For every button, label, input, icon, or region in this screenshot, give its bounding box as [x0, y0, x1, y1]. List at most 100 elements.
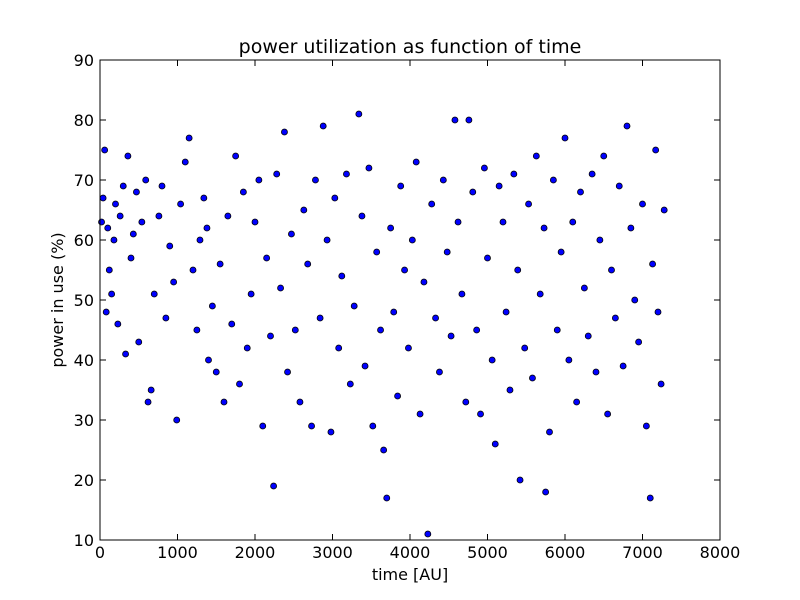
data-point [98, 218, 105, 226]
data-point [525, 200, 532, 208]
data-point [263, 254, 271, 262]
data-point [350, 302, 358, 310]
data-point [319, 122, 327, 130]
data-point [506, 386, 514, 394]
data-point [273, 170, 281, 178]
data-point [144, 398, 152, 406]
x-axis-label: time [AU] [372, 565, 448, 584]
data-point [660, 206, 668, 214]
data-point [185, 134, 193, 142]
data-point [331, 194, 339, 202]
data-point [365, 164, 373, 172]
data-point [557, 248, 565, 256]
data-point [401, 266, 408, 274]
data-point [592, 368, 600, 376]
data-point [110, 236, 118, 244]
data-point [380, 446, 388, 454]
x-tick-label: 6000 [545, 543, 586, 562]
data-point [162, 314, 170, 322]
data-point [155, 212, 163, 220]
data-point [502, 308, 510, 316]
data-point [369, 422, 377, 430]
data-point [101, 146, 109, 154]
data-point [532, 152, 540, 160]
data-point [428, 200, 436, 208]
data-point [104, 224, 112, 232]
data-point [220, 398, 228, 406]
data-point [420, 278, 428, 286]
data-point [529, 374, 536, 382]
x-tick-label: 2000 [235, 543, 276, 562]
data-point [635, 338, 643, 346]
data-point [323, 236, 331, 244]
data-point [623, 122, 631, 130]
data-point [397, 182, 405, 190]
y-tick-label: 30 [74, 411, 94, 430]
data-point [521, 344, 529, 352]
data-point [267, 332, 274, 340]
x-tick-label: 8000 [700, 543, 741, 562]
x-tick-label: 7000 [622, 543, 663, 562]
data-point [196, 236, 204, 244]
data-point [228, 320, 236, 328]
data-point [510, 170, 518, 178]
x-tick-label: 4000 [390, 543, 431, 562]
data-point [138, 218, 146, 226]
data-point [205, 356, 212, 364]
y-tick-label: 20 [74, 471, 94, 490]
data-point [150, 290, 158, 298]
data-point [203, 224, 211, 232]
data-point [236, 380, 243, 388]
data-point [114, 320, 122, 328]
data-point [627, 224, 635, 232]
data-point [173, 416, 181, 424]
data-point [112, 200, 119, 208]
data-point [611, 314, 619, 322]
data-point [338, 272, 346, 280]
data-point [477, 410, 484, 418]
data-point [129, 230, 137, 238]
data-point [473, 326, 481, 334]
data-point [224, 212, 232, 220]
x-tick-label: 3000 [312, 543, 353, 562]
ticks-layer: 0 1000 2000 3000 4000 5000 6000 7000 8000 10 20 30 4… [74, 51, 741, 562]
data-point [251, 218, 259, 226]
data-point [212, 368, 220, 376]
data-point [383, 494, 391, 502]
data-point [596, 236, 604, 244]
data-point [170, 278, 178, 286]
chart-title: power utilization as function of time [239, 36, 582, 58]
data-point [166, 242, 174, 250]
data-point [102, 308, 110, 316]
data-point [580, 284, 588, 292]
data-point [284, 368, 291, 376]
data-point [491, 440, 499, 448]
data-point [335, 344, 343, 352]
data-point [657, 380, 665, 388]
y-tick-label: 80 [74, 111, 94, 130]
data-point [377, 326, 384, 334]
data-point [565, 356, 573, 364]
data-point [604, 410, 612, 418]
y-tick-label: 50 [74, 291, 94, 310]
data-point [608, 266, 615, 274]
y-axis-label: power in use (%) [48, 232, 67, 367]
data-point [124, 152, 132, 160]
data-point [247, 290, 255, 298]
data-point [158, 182, 166, 190]
data-point [108, 290, 116, 298]
data-point [373, 248, 381, 256]
data-point [416, 410, 424, 418]
data-point [296, 398, 304, 406]
data-point [514, 266, 522, 274]
data-point [255, 176, 263, 184]
data-point [122, 350, 129, 358]
data-point [405, 344, 412, 352]
data-point [546, 428, 553, 436]
data-point [488, 356, 496, 364]
data-point [361, 362, 369, 370]
data-point [193, 326, 201, 334]
data-point [447, 332, 455, 340]
data-point [451, 116, 459, 124]
y-tick-label: 60 [74, 231, 94, 250]
